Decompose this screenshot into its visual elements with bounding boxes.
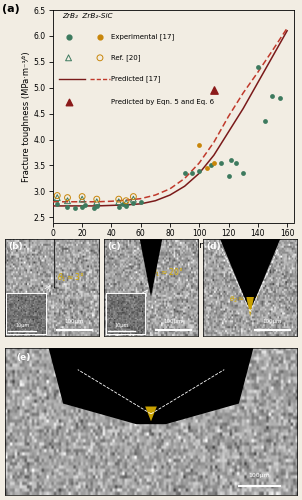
Point [197,166,202,174]
Point [94,198,99,206]
Point [92,204,96,212]
Point [211,159,216,167]
Point [255,63,260,71]
Point [131,199,136,207]
Point [226,172,231,180]
Point [211,86,216,94]
Text: (b): (b) [8,242,23,252]
Text: 100μm: 100μm [64,320,84,324]
Point [80,192,85,200]
Text: $\theta_1\approx 20°$: $\theta_1\approx 20°$ [151,266,184,279]
Point [51,298,56,306]
Point [50,302,55,310]
Text: (d): (d) [207,242,221,252]
Point [138,198,143,206]
Text: (c): (c) [108,242,121,252]
Text: ZrB₂  ZrB₂-SiC: ZrB₂ ZrB₂-SiC [63,13,113,19]
Point [241,170,246,177]
Point [50,298,55,306]
Text: $\theta_2\approx 50°$: $\theta_2\approx 50°$ [229,294,259,305]
Text: (a): (a) [2,4,20,14]
X-axis label: Equivalent notch angle (°): Equivalent notch angle (°) [114,241,233,250]
Point [209,162,214,170]
Point [121,200,126,208]
Point [80,195,85,203]
Point [116,203,121,211]
Text: 100μm: 100μm [163,320,183,324]
Text: Predicted [17]: Predicted [17] [111,76,160,82]
Point [65,196,70,204]
Point [190,170,194,177]
Point [83,202,88,209]
Text: $\theta_1\approx 21°$: $\theta_1\approx 21°$ [116,365,151,378]
Point [51,302,56,310]
Point [233,159,238,167]
Polygon shape [220,238,281,312]
Point [131,195,136,203]
Polygon shape [140,238,162,297]
Point [124,199,128,207]
Text: (e): (e) [16,354,31,362]
Polygon shape [145,406,157,421]
Point [65,203,70,211]
Text: $\theta_1\approx 3°$: $\theta_1\approx 3°$ [56,271,84,284]
Point [229,156,234,164]
Point [124,196,128,204]
Point [94,202,99,210]
Point [182,170,187,177]
Y-axis label: Fracture toughness (MPa·m⁻¹⁄²): Fracture toughness (MPa·m⁻¹⁄²) [22,51,31,182]
Point [278,94,282,102]
Point [80,203,85,211]
Text: $\theta_1\approx 9$: $\theta_1\approx 9$ [252,243,274,254]
Point [116,198,121,206]
Point [72,204,77,212]
Point [270,92,275,100]
Text: $\theta_2\approx 140°$: $\theta_2\approx 140°$ [122,394,162,407]
Point [131,192,136,200]
Text: 100μm: 100μm [263,320,282,324]
Point [55,192,60,200]
Point [55,200,60,208]
Text: Predicted by Eqn. 5 and Eq. 6: Predicted by Eqn. 5 and Eq. 6 [111,100,214,105]
Point [116,195,121,203]
Point [50,314,55,322]
Point [197,141,202,149]
Point [65,194,70,202]
Point [124,202,128,210]
Point [204,164,209,172]
Point [55,194,60,202]
Text: 100μm: 100μm [249,474,270,478]
Text: Ref. [20]: Ref. [20] [111,54,140,61]
Point [263,118,268,126]
Polygon shape [246,297,254,316]
Text: Experimental [17]: Experimental [17] [111,33,174,40]
Point [219,159,224,167]
Polygon shape [48,348,254,424]
Point [94,195,99,203]
